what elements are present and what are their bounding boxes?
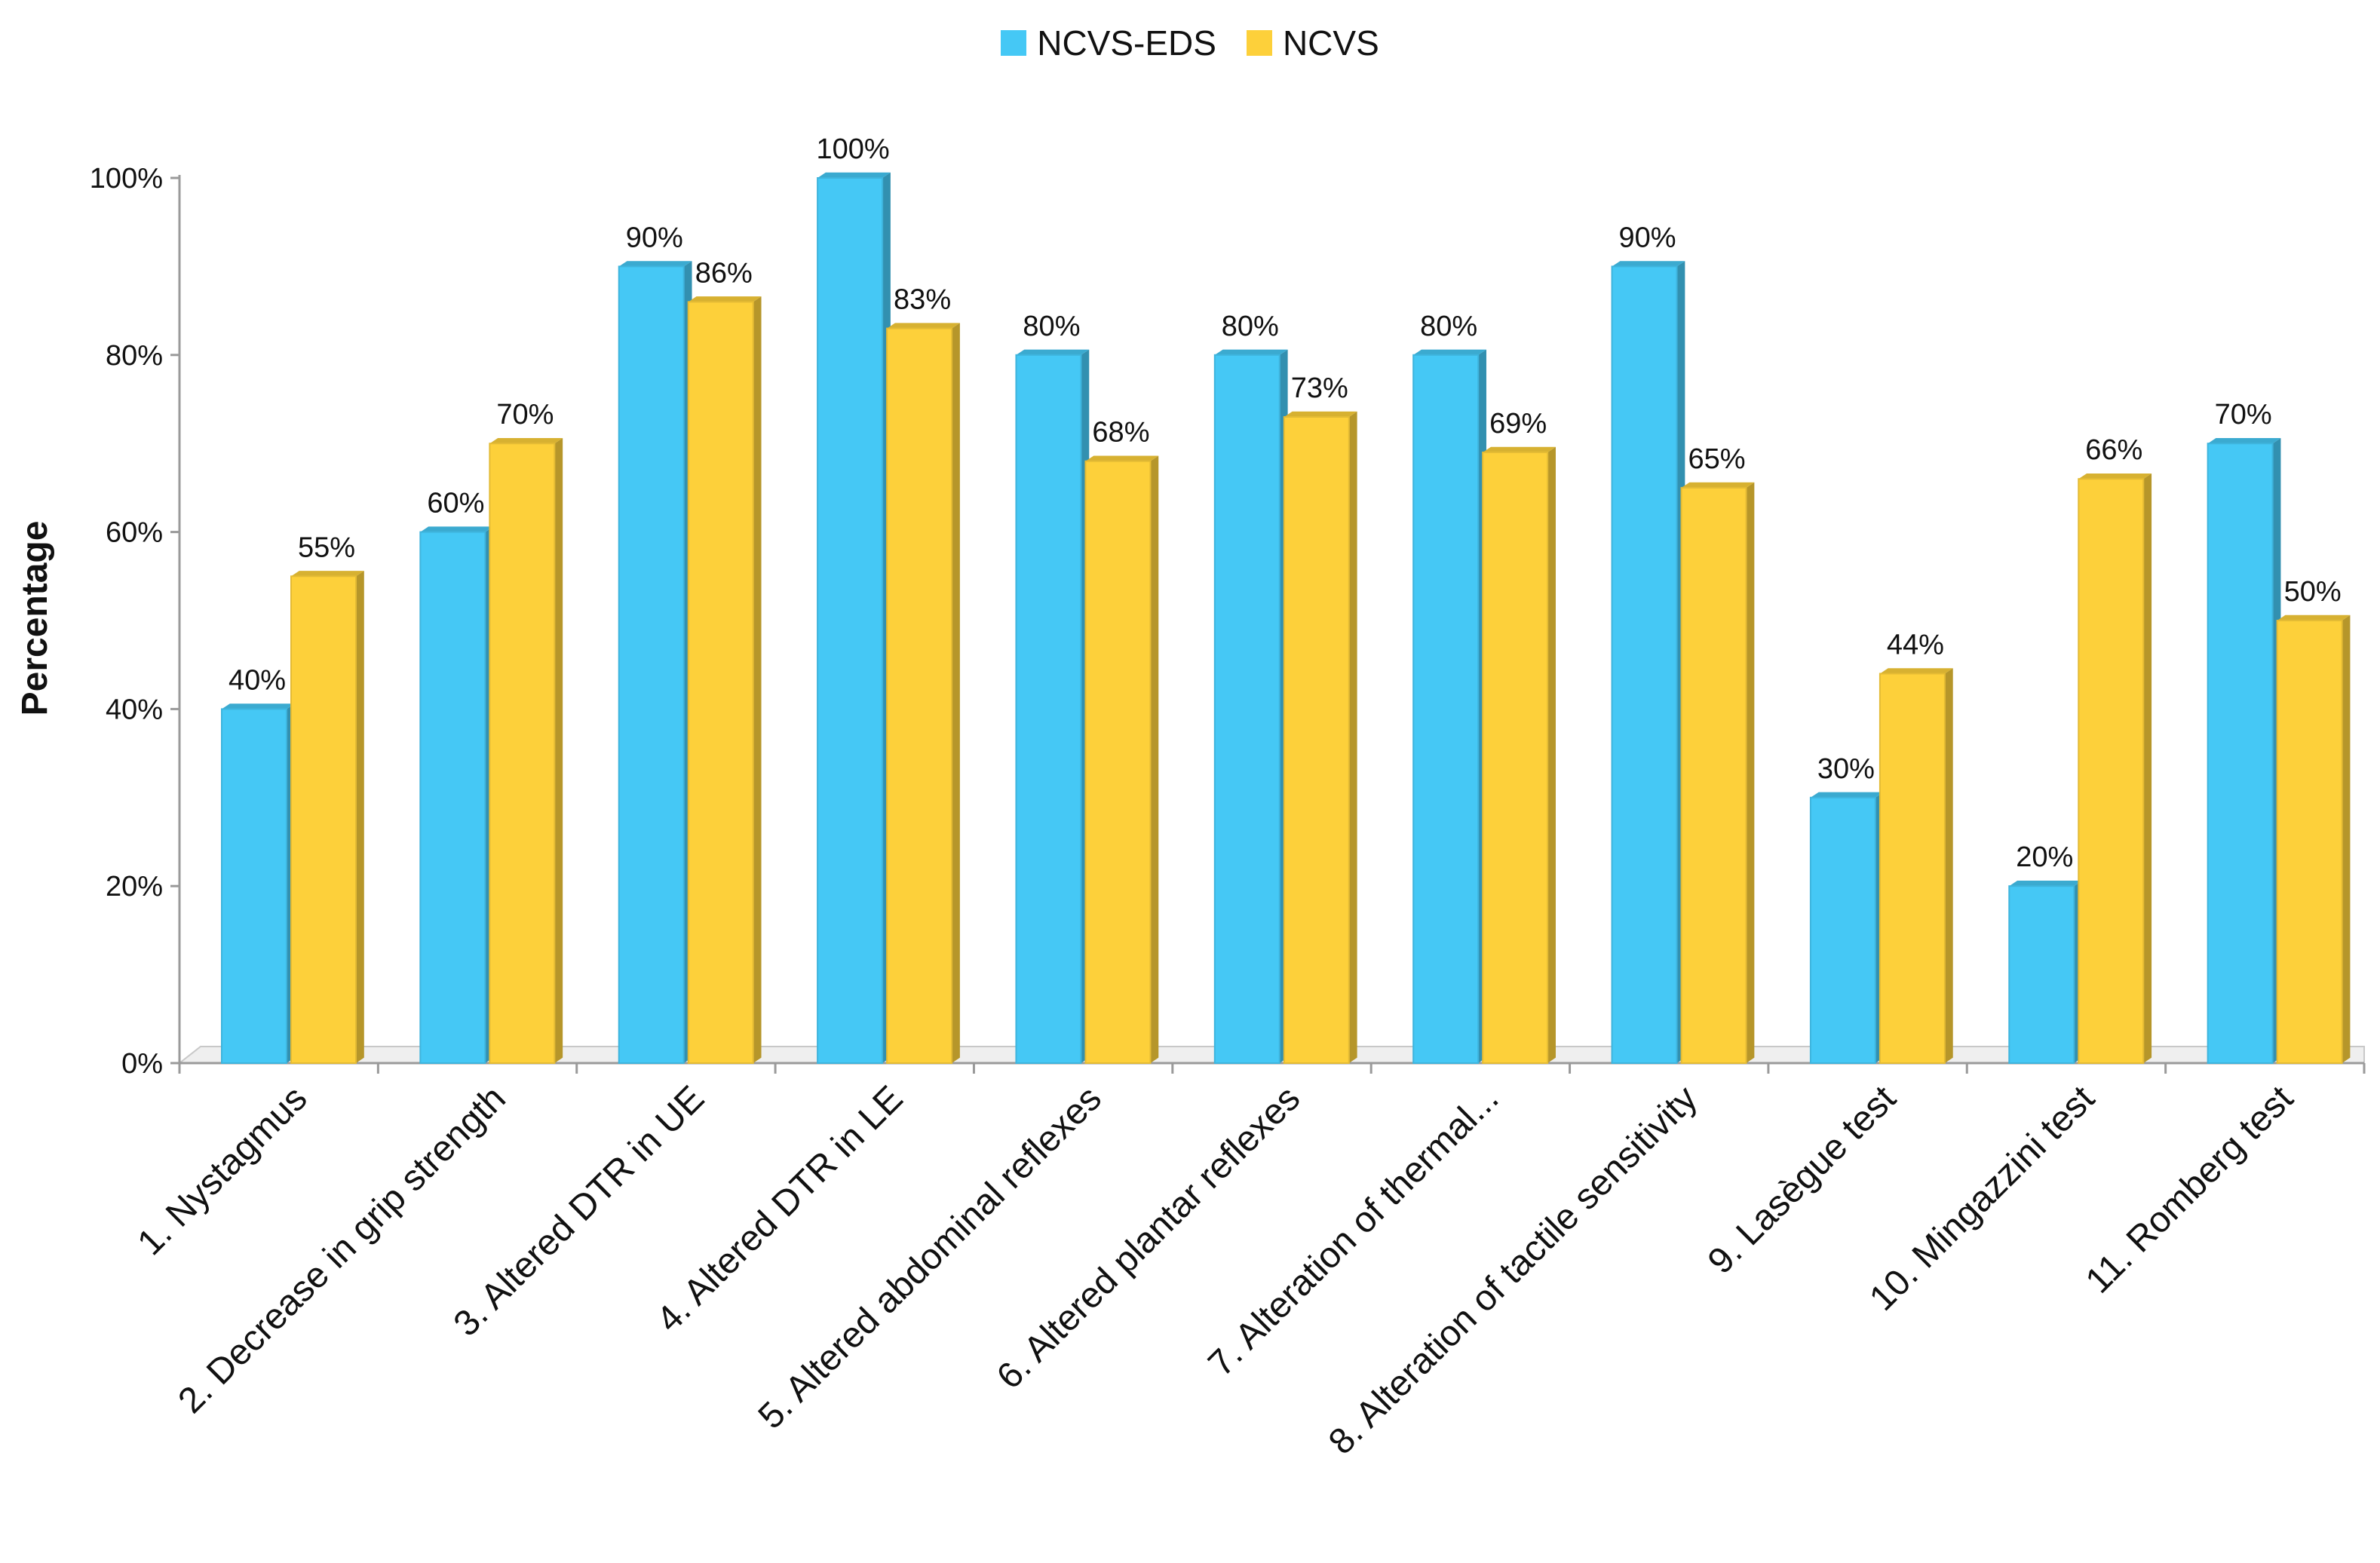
x-tick-label-1: 1. Nystagmus: [130, 1078, 314, 1263]
y-tick-label: 60%: [106, 517, 163, 549]
data-label-ncvs-eds-10: 20%: [2016, 841, 2073, 873]
bar-ncvs-eds-7: [1412, 349, 1486, 1064]
x-tick-label-8: 8. Alteration of tactile sensitivity: [1321, 1078, 1705, 1462]
bar-ncvs-eds-5: [1015, 349, 1090, 1064]
legend-swatch-ncvs: [1246, 30, 1272, 56]
bar-ncvs-6: [1283, 411, 1357, 1064]
y-tick-label: 80%: [106, 340, 163, 372]
chart-bars: [221, 172, 2351, 1065]
y-axis-label: Percentage: [15, 521, 55, 716]
legend-label-ncvs: NCVS: [1282, 23, 1379, 63]
legend-swatch-ncvs-eds: [1001, 30, 1027, 56]
bar-ncvs-eds-11: [2207, 438, 2281, 1064]
data-label-ncvs-eds-8: 90%: [1619, 222, 1676, 253]
legend-item-ncvs-eds: NCVS-EDS: [1001, 23, 1216, 63]
bar-ncvs-4: [886, 323, 960, 1064]
bar-ncvs-eds-6: [1213, 349, 1288, 1064]
data-label-ncvs-10: 66%: [2085, 434, 2142, 466]
y-tick-label: 100%: [90, 163, 163, 195]
x-tick-label-5: 5. Altered abdominal reflexes: [751, 1078, 1109, 1436]
y-tick-label: 20%: [106, 871, 163, 903]
bar-ncvs-2: [489, 438, 563, 1064]
bar-ncvs-8: [1680, 482, 1755, 1064]
bar-ncvs-eds-3: [618, 261, 692, 1064]
data-label-ncvs-eds-3: 90%: [626, 222, 683, 253]
data-label-ncvs-1: 55%: [298, 532, 355, 563]
bar-ncvs-eds-2: [419, 526, 494, 1064]
data-label-ncvs-6: 73%: [1291, 372, 1348, 404]
bar-ncvs-eds-9: [1809, 792, 1884, 1065]
chart-data-labels: 40% 55% 60% 70% 90% 86% 100% 83% 80% 68% 80% 73% 80%…: [228, 133, 2342, 873]
bar-ncvs-eds-4: [817, 172, 891, 1064]
data-label-ncvs-eds-9: 30%: [1817, 753, 1875, 785]
data-label-ncvs-eds-1: 40%: [228, 664, 286, 696]
bar-ncvs-1: [290, 571, 364, 1064]
bar-ncvs-10: [2078, 473, 2152, 1064]
y-tick-label: 0%: [121, 1048, 163, 1080]
x-tick-label-9: 9. Lasègue test: [1701, 1078, 1904, 1282]
data-label-ncvs-eds-11: 70%: [2215, 399, 2272, 431]
x-tick-label-10: 10. Mingazzini test: [1862, 1078, 2102, 1319]
data-label-ncvs-7: 69%: [1489, 408, 1547, 440]
data-label-ncvs-11: 50%: [2284, 576, 2342, 608]
bar-ncvs-5: [1084, 455, 1159, 1064]
bar-ncvs-eds-10: [2008, 881, 2083, 1064]
legend-label-ncvs-eds: NCVS-EDS: [1037, 23, 1216, 63]
x-tick-label-2: 2. Decrease in grip strength: [170, 1078, 513, 1420]
bar-ncvs-11: [2276, 614, 2351, 1064]
data-label-ncvs-eds-4: 100%: [816, 133, 889, 165]
bar-ncvs-eds-1: [221, 703, 295, 1065]
data-label-ncvs-eds-6: 80%: [1222, 311, 1279, 342]
bar-ncvs-7: [1482, 446, 1556, 1064]
data-label-ncvs-eds-5: 80%: [1023, 311, 1080, 342]
bar-ncvs-3: [687, 296, 762, 1064]
bar-ncvs-eds-8: [1611, 261, 1685, 1064]
data-label-ncvs-8: 65%: [1688, 443, 1746, 475]
legend: NCVS-EDS NCVS: [0, 17, 2380, 69]
bar-ncvs-9: [1879, 668, 1953, 1064]
data-label-ncvs-2: 70%: [496, 399, 554, 431]
data-label-ncvs-eds-2: 60%: [427, 488, 484, 519]
y-tick-label: 40%: [106, 694, 163, 725]
data-label-ncvs-5: 68%: [1092, 417, 1149, 449]
legend-item-ncvs: NCVS: [1246, 23, 1379, 63]
data-label-ncvs-eds-7: 80%: [1420, 311, 1477, 342]
data-label-ncvs-4: 83%: [894, 284, 951, 316]
data-label-ncvs-9: 44%: [1887, 629, 1944, 660]
x-tick-label-11: 11. Romberg test: [2078, 1078, 2301, 1301]
data-label-ncvs-3: 86%: [695, 257, 753, 289]
